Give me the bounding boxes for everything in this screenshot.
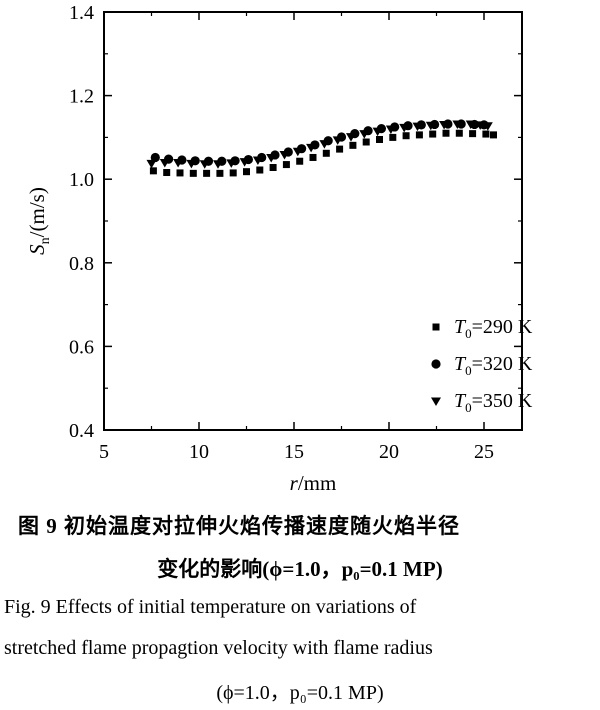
data-point <box>469 130 477 138</box>
caption-en-line2: stretched flame propagtion velocity with… <box>4 637 433 659</box>
legend-marker <box>431 359 441 369</box>
data-point <box>176 169 184 177</box>
legend-entry: T0=350 K <box>454 390 533 415</box>
data-point <box>425 121 436 131</box>
data-point <box>475 121 486 130</box>
data-point <box>150 152 160 163</box>
legend-entry: T0=290 K <box>454 316 533 341</box>
data-point <box>465 120 476 130</box>
x-tick-label: 20 <box>379 441 399 463</box>
data-point <box>213 160 223 169</box>
data-point <box>429 130 437 138</box>
data-point <box>149 167 157 175</box>
data-point <box>173 158 184 168</box>
y-tick-label: 1.2 <box>69 86 94 108</box>
data-point <box>269 163 277 171</box>
x-tick-label: 25 <box>474 441 494 463</box>
data-point <box>415 131 423 139</box>
data-point <box>159 158 170 168</box>
y-tick-label: 0.6 <box>69 336 94 358</box>
legend-entry: T0=320 K <box>454 353 533 378</box>
data-point <box>482 122 493 131</box>
data-point <box>359 130 370 139</box>
data-point <box>186 159 197 169</box>
axis-labels: r/mm Sn/(m/s) <box>25 187 336 495</box>
data-point <box>239 158 250 167</box>
legend: T0=290 K T0=320 K T0=350 K <box>431 316 533 415</box>
data-point <box>252 156 263 165</box>
data-point <box>336 145 344 153</box>
caption-en-line3: (ϕ=1.0，p₀=0.1 MP) <box>216 682 384 704</box>
data-point <box>279 151 290 160</box>
data-point <box>372 127 383 137</box>
data-point <box>402 132 410 140</box>
axes: 5 10 15 20 25 0.4 0.6 0.8 1.0 1.2 1.4 <box>69 2 523 463</box>
data-point <box>266 153 277 163</box>
y-tick-label: 1.4 <box>69 2 94 24</box>
legend-marker <box>431 397 441 406</box>
data-point <box>362 138 370 146</box>
series-1 <box>150 119 489 166</box>
y-tick-label: 0.4 <box>69 420 94 442</box>
data-point <box>346 133 356 142</box>
data-point <box>399 123 410 133</box>
y-tick-label: 0.8 <box>69 253 94 275</box>
data-point <box>163 169 171 177</box>
x-tick-label: 10 <box>189 441 209 463</box>
x-axis-label: r/mm <box>290 471 337 495</box>
data-point <box>322 149 330 157</box>
data-point <box>455 129 463 137</box>
caption-cn-line2: 变化的影响(ϕ=1.0，p₀=0.1 MP) <box>157 557 443 581</box>
chart: 5 10 15 20 25 0.4 0.6 0.8 1.0 1.2 1.4 T0=290 K T0=3… <box>25 2 533 495</box>
data-point <box>199 160 210 169</box>
data-point <box>482 130 490 138</box>
x-tick-label: 15 <box>284 441 304 463</box>
data-point <box>282 161 290 169</box>
data-point <box>376 135 383 143</box>
data-point <box>229 169 237 177</box>
data-point <box>309 153 317 161</box>
series-2 <box>146 120 493 169</box>
data-points <box>146 119 497 177</box>
data-point <box>389 133 397 141</box>
data-point <box>216 169 224 177</box>
data-point <box>292 147 303 157</box>
y-tick-label: 1.0 <box>69 169 94 191</box>
data-point <box>189 169 197 177</box>
data-point <box>349 141 357 149</box>
data-point <box>439 120 450 130</box>
data-point <box>332 136 343 145</box>
x-tick-label: 5 <box>99 441 109 463</box>
caption-en-line1: Fig. 9 Effects of initial temperature on… <box>4 596 417 618</box>
legend-marker <box>432 323 440 331</box>
data-point <box>442 129 450 137</box>
data-point <box>203 169 211 177</box>
data-point <box>256 166 264 174</box>
data-point <box>306 143 317 153</box>
data-point <box>385 125 396 135</box>
data-point <box>412 122 423 132</box>
data-point <box>490 131 497 139</box>
data-point <box>243 168 250 176</box>
y-axis-label: Sn/(m/s) <box>25 187 53 255</box>
data-point <box>296 157 304 165</box>
data-point <box>226 159 237 168</box>
data-point <box>146 159 157 169</box>
data-point <box>319 140 330 149</box>
data-point <box>452 120 463 130</box>
series-0 <box>149 129 497 177</box>
caption-cn-line1: 图 9 初始温度对拉伸火焰传播速度随火焰半径 <box>18 514 460 538</box>
